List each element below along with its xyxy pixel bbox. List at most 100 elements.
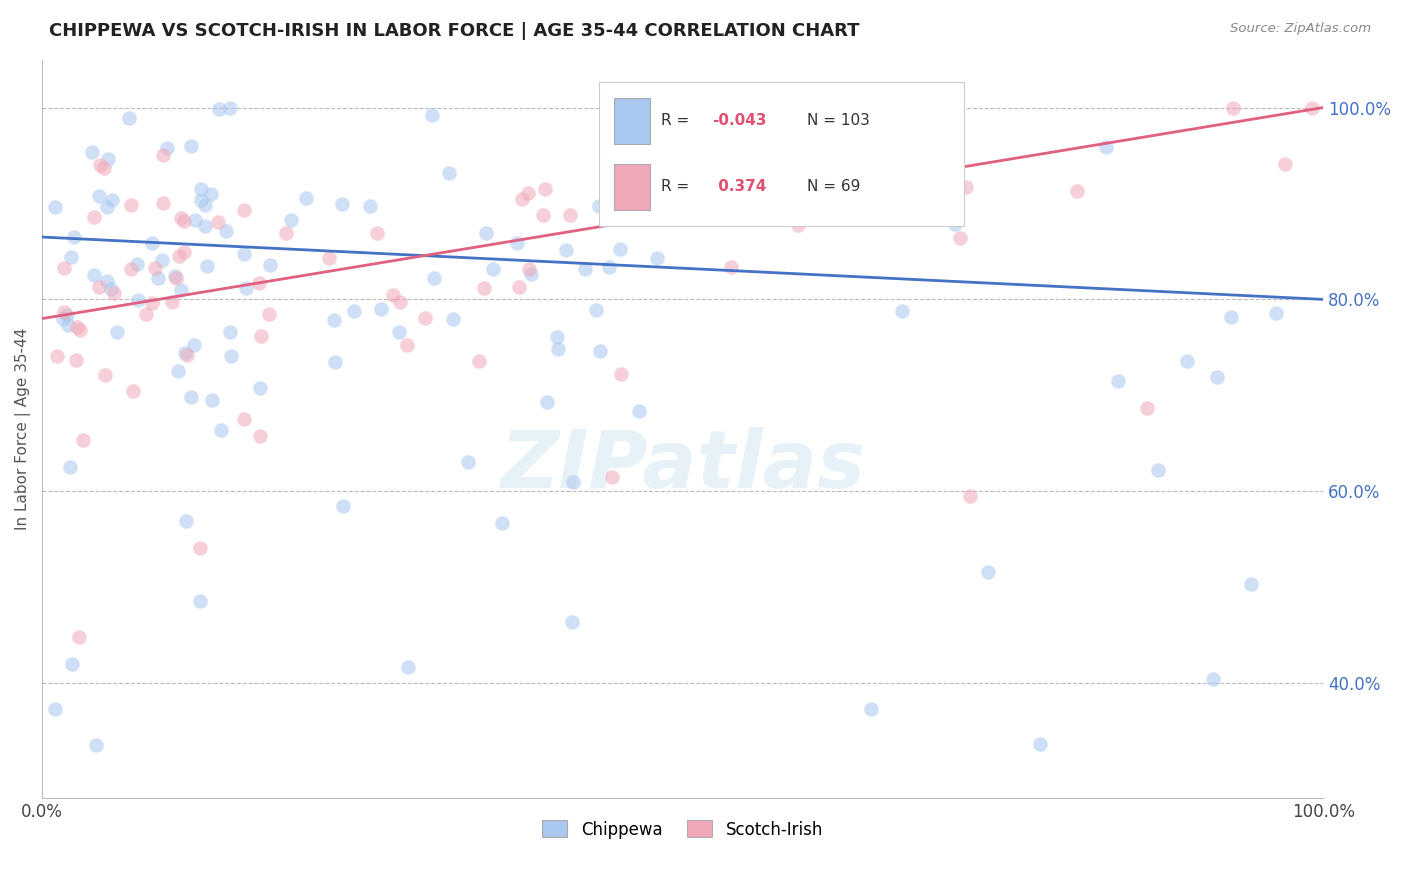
Point (83, 268, 105, 282)
Point (165, 271, 187, 285)
Point (423, 271, 446, 285)
Point (647, 251, 669, 265)
Point (214, 224, 236, 238)
Point (555, 243, 578, 257)
Point (396, 660, 419, 674)
Point (859, 702, 882, 716)
Point (146, 270, 169, 285)
Point (890, 304, 912, 318)
Point (1301, 101, 1323, 115)
Point (200, 187, 222, 202)
Point (118, 111, 141, 125)
Point (160, 294, 183, 309)
Point (959, 489, 981, 503)
Point (547, 342, 569, 356)
Point (170, 283, 193, 297)
Point (143, 261, 166, 276)
Point (180, 139, 202, 153)
Point (1147, 463, 1170, 477)
Point (318, 251, 340, 265)
Point (59, 460, 82, 475)
Point (87, 189, 110, 203)
Point (474, 281, 496, 295)
Point (173, 346, 195, 360)
Point (388, 325, 411, 339)
Point (44, 702, 66, 716)
Point (800, 170, 823, 185)
Point (508, 279, 530, 293)
Point (190, 182, 212, 196)
Point (654, 206, 676, 220)
Point (517, 186, 540, 201)
Point (188, 593, 211, 607)
Point (1136, 401, 1159, 415)
Point (330, 197, 353, 211)
Point (60, 657, 83, 671)
Point (100, 282, 122, 296)
Point (46, 349, 69, 363)
Point (135, 307, 157, 321)
Point (72, 434, 94, 448)
Point (343, 303, 366, 318)
Point (422, 108, 444, 122)
Point (598, 260, 620, 275)
Point (720, 260, 742, 275)
Point (1240, 577, 1263, 591)
Point (491, 516, 513, 530)
Point (63, 229, 86, 244)
Point (536, 395, 558, 409)
Point (165, 268, 187, 283)
Point (183, 338, 205, 352)
Point (274, 226, 297, 240)
Point (628, 403, 651, 417)
Point (209, 423, 232, 437)
Point (323, 312, 346, 326)
Point (101, 193, 124, 207)
Point (609, 243, 631, 257)
Point (67, 631, 90, 645)
Point (468, 354, 491, 368)
Point (1222, 101, 1244, 115)
Point (332, 499, 354, 513)
Point (441, 312, 464, 326)
Point (87, 280, 110, 294)
Point (250, 329, 273, 343)
Point (194, 198, 217, 212)
Point (359, 199, 381, 213)
Point (366, 226, 388, 240)
Point (103, 285, 125, 300)
Point (82, 145, 104, 159)
Point (120, 262, 142, 277)
Point (94, 368, 117, 382)
Point (233, 247, 256, 261)
Point (439, 166, 461, 180)
Point (519, 267, 541, 281)
Point (195, 260, 218, 274)
Point (141, 236, 163, 251)
Point (606, 193, 628, 207)
Point (531, 208, 554, 222)
Point (943, 217, 966, 231)
Point (96, 200, 118, 214)
Point (1095, 140, 1118, 154)
Point (1220, 310, 1243, 324)
Point (194, 219, 217, 233)
Point (280, 213, 302, 227)
Point (190, 193, 212, 207)
Point (207, 215, 229, 229)
Point (294, 191, 316, 205)
Point (170, 211, 193, 226)
Point (52, 311, 75, 326)
Point (127, 293, 149, 308)
Text: Source: ZipAtlas.com: Source: ZipAtlas.com (1230, 22, 1371, 36)
Point (1265, 306, 1288, 320)
Point (150, 253, 173, 268)
Point (190, 541, 212, 556)
Point (44, 200, 66, 214)
Point (1107, 375, 1129, 389)
Point (588, 344, 610, 359)
Point (546, 330, 568, 344)
Point (69, 323, 91, 337)
Point (1066, 185, 1088, 199)
Point (610, 367, 633, 381)
